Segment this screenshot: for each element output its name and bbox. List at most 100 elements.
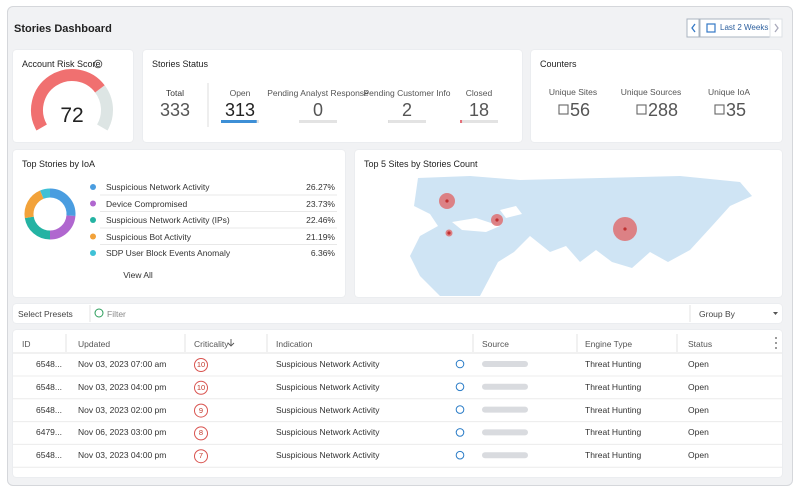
info-icon bbox=[455, 359, 465, 369]
row-updated: Nov 03, 2023 04:00 pm bbox=[78, 381, 167, 392]
source-blurred bbox=[482, 383, 528, 390]
row-status: Open bbox=[688, 427, 709, 438]
story-percent: 23.73% bbox=[306, 198, 335, 209]
source-blurred bbox=[482, 429, 528, 436]
counters-card bbox=[531, 50, 782, 142]
sites-title: Top 5 Sites by Stories Count bbox=[364, 159, 478, 169]
row-id: 6548... bbox=[36, 359, 62, 369]
column-header: Engine Type bbox=[585, 339, 633, 349]
row-id: 6479... bbox=[36, 427, 62, 438]
date-next bbox=[769, 18, 783, 38]
presets[interactable]: Select Presets bbox=[18, 309, 73, 319]
row-engine: Threat Hunting bbox=[585, 450, 642, 461]
group-by[interactable]: Group By bbox=[699, 309, 735, 319]
row-status: Open bbox=[688, 359, 709, 369]
row-criticality: 10 bbox=[196, 382, 206, 392]
menu-dot bbox=[775, 337, 777, 339]
status-card bbox=[143, 50, 522, 142]
view-all[interactable]: View All bbox=[123, 270, 153, 280]
status-bar bbox=[221, 120, 257, 123]
row-status: Open bbox=[688, 381, 709, 392]
counter-label: Unique IoA bbox=[707, 87, 751, 97]
status-track bbox=[460, 120, 498, 123]
status-track bbox=[388, 120, 426, 123]
row-updated: Nov 03, 2023 02:00 pm bbox=[78, 404, 167, 415]
info-icon bbox=[455, 428, 465, 437]
column-header: Source bbox=[482, 339, 509, 349]
row-updated: Nov 06, 2023 03:00 pm bbox=[78, 427, 167, 438]
land bbox=[410, 176, 752, 296]
site-dot bbox=[447, 231, 451, 235]
add-icon bbox=[94, 308, 104, 318]
donut-segment bbox=[49, 188, 76, 217]
story-name: SDP User Block Events Anomaly bbox=[106, 248, 231, 258]
arrow bbox=[774, 23, 779, 33]
table bbox=[13, 330, 782, 477]
criticality-badge bbox=[194, 380, 208, 395]
criticality-badge bbox=[194, 403, 208, 418]
date-prev[interactable] bbox=[686, 18, 700, 38]
story-percent: 26.27% bbox=[306, 182, 335, 192]
gauge-track bbox=[94, 85, 113, 131]
row-engine: Threat Hunting bbox=[585, 427, 642, 438]
story-name: Suspicious Network Activity (IPs) bbox=[106, 215, 230, 225]
row-indication: Suspicious Network Activity bbox=[276, 359, 380, 369]
calendar-icon bbox=[706, 23, 716, 33]
story-name: Suspicious Network Activity bbox=[106, 182, 210, 192]
story-percent: 21.19% bbox=[306, 231, 335, 242]
status-value: 0 bbox=[312, 100, 323, 120]
counter-value: 288 bbox=[648, 100, 679, 120]
story-name: Suspicious Bot Activity bbox=[106, 231, 192, 242]
status-label: Pending Analyst Response bbox=[267, 88, 369, 98]
legend-dot bbox=[90, 217, 96, 223]
status-bar bbox=[460, 120, 463, 123]
row-criticality: 10 bbox=[196, 360, 206, 369]
site-dot bbox=[623, 227, 627, 231]
status-label: Open bbox=[229, 88, 251, 98]
row-id: 6548... bbox=[36, 450, 62, 461]
row-indication: Suspicious Network Activity bbox=[276, 381, 380, 392]
row-updated: Nov 03, 2023 04:00 pm bbox=[78, 450, 167, 461]
criticality-badge bbox=[194, 358, 208, 372]
status-value: 2 bbox=[401, 100, 412, 120]
row-updated: Nov 03, 2023 07:00 am bbox=[78, 359, 167, 369]
total-label: Total bbox=[166, 88, 184, 98]
row-status: Open bbox=[688, 404, 709, 415]
top-stories-title: Top Stories by IoA bbox=[22, 159, 96, 169]
donut-segment bbox=[40, 188, 51, 199]
total-value: 333 bbox=[159, 100, 191, 120]
site-dot bbox=[445, 199, 449, 203]
risk-title: Account Risk Score bbox=[22, 59, 101, 69]
row-engine: Threat Hunting bbox=[585, 381, 642, 392]
legend-dot bbox=[90, 233, 96, 240]
column-header: ID bbox=[22, 339, 31, 349]
status-title: Stories Status bbox=[152, 59, 209, 69]
status-value: 313 bbox=[224, 100, 256, 120]
counter-icon bbox=[636, 104, 647, 115]
story-percent: 6.36% bbox=[310, 248, 335, 258]
counter-icon bbox=[558, 104, 569, 115]
column-header[interactable]: Criticality bbox=[194, 339, 229, 349]
donut-segment bbox=[24, 190, 44, 219]
row-criticality: 7 bbox=[198, 451, 204, 461]
info-icon bbox=[455, 382, 465, 392]
water bbox=[452, 218, 500, 232]
row-indication: Suspicious Network Activity bbox=[276, 404, 380, 415]
row-engine: Threat Hunting bbox=[585, 404, 642, 415]
counter-icon bbox=[714, 104, 725, 115]
row-engine: Threat Hunting bbox=[585, 359, 642, 369]
counter-value: 35 bbox=[726, 100, 747, 120]
water bbox=[500, 206, 522, 218]
column-header: Updated bbox=[78, 339, 111, 349]
row-criticality: 8 bbox=[198, 428, 204, 438]
date-range[interactable]: Last 2 Weeks bbox=[720, 23, 769, 32]
donut-segment bbox=[24, 216, 51, 240]
counters-title: Counters bbox=[540, 59, 577, 69]
column-header: Indication bbox=[276, 339, 313, 349]
counter-label: Unique Sites bbox=[548, 87, 598, 97]
counter-label: Unique Sources bbox=[620, 87, 682, 97]
filter[interactable]: Filter bbox=[107, 309, 126, 319]
menu-dot bbox=[775, 342, 777, 344]
